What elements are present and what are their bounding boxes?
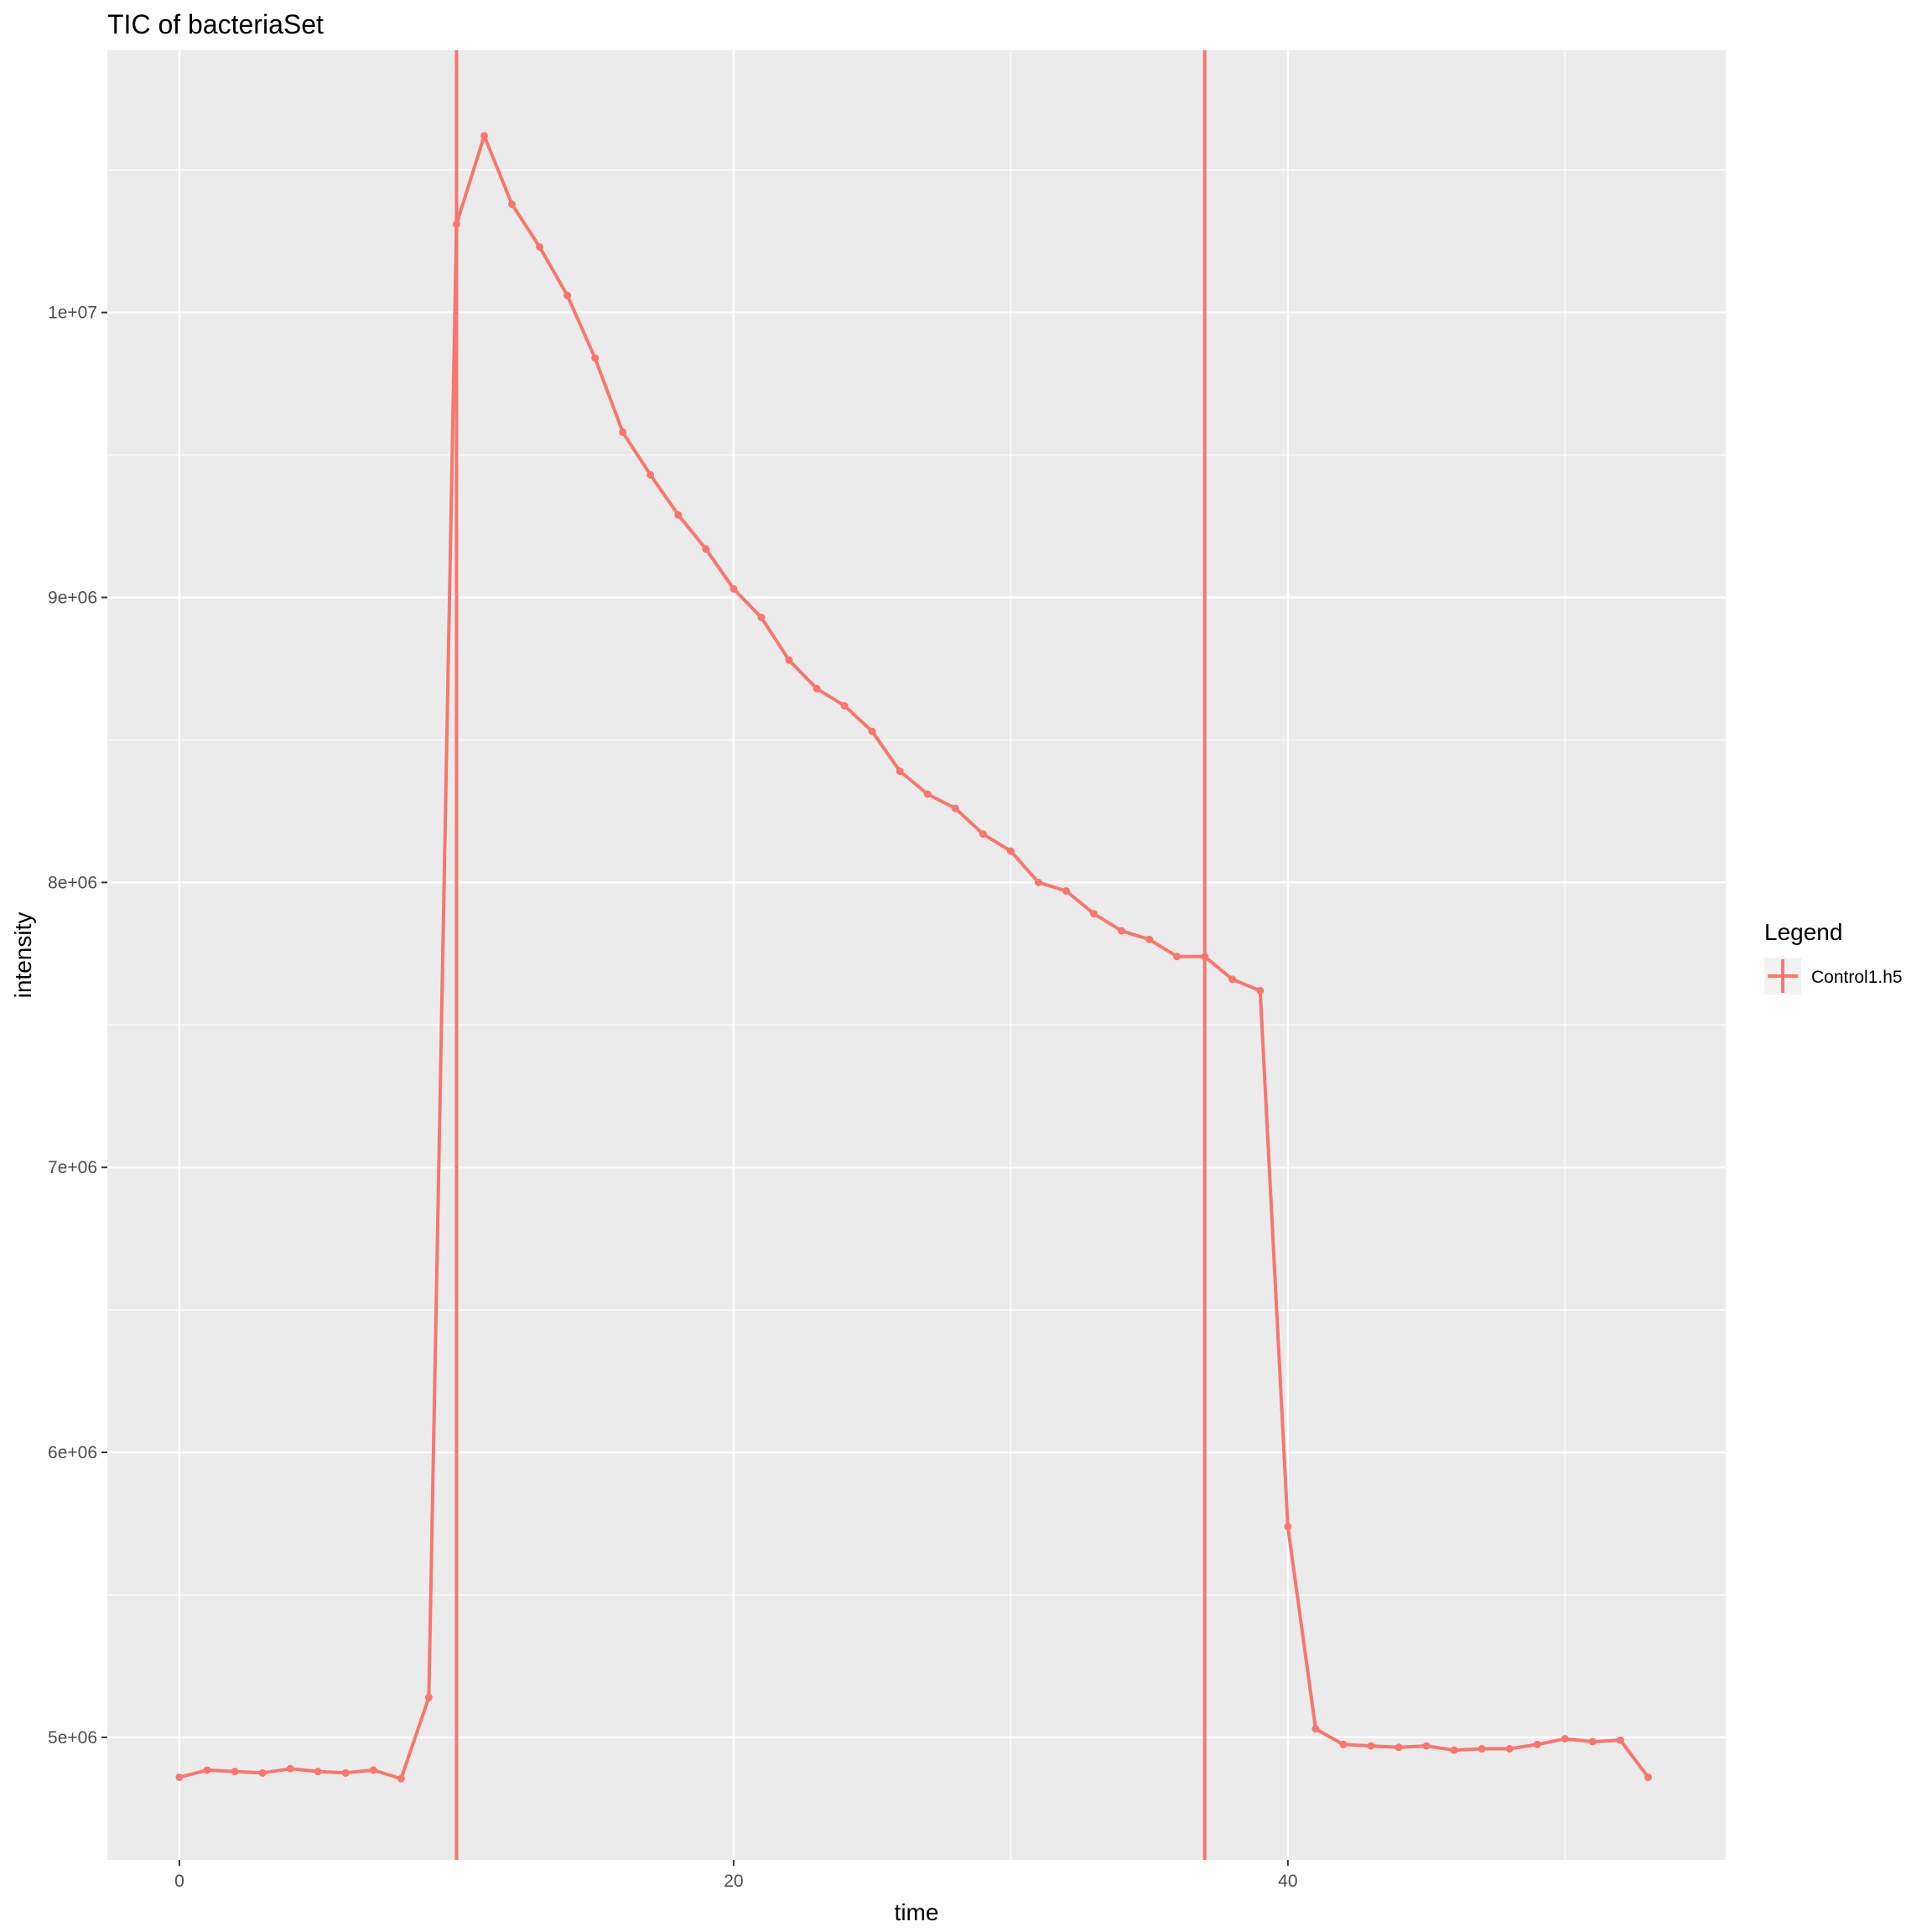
data-point	[1478, 1744, 1486, 1753]
data-point	[1339, 1740, 1348, 1748]
data-point	[314, 1768, 322, 1776]
data-point	[1173, 953, 1182, 961]
data-point	[1367, 1742, 1375, 1750]
y-tick-label: 5e+06	[48, 1728, 97, 1748]
data-point	[286, 1764, 294, 1773]
data-point	[1201, 953, 1209, 961]
plot-panel	[107, 50, 1726, 1860]
series-lines	[179, 134, 1650, 1781]
data-point	[564, 291, 572, 299]
data-point	[702, 545, 710, 553]
data-point	[785, 656, 793, 664]
data-point	[1062, 887, 1070, 896]
legend-label: Control1.h5	[1811, 968, 1903, 987]
data-point	[896, 767, 904, 776]
data-point	[951, 804, 959, 813]
data-point	[1228, 975, 1237, 984]
data-point	[1505, 1744, 1514, 1753]
data-point	[480, 132, 488, 140]
data-point	[619, 428, 627, 436]
series-line	[179, 134, 1650, 1781]
y-axis-ticks: 5e+06 6e+06 7e+06 8e+06 9e+06 1e+07	[48, 304, 107, 1748]
x-tick-label: 0	[174, 1872, 184, 1891]
data-point	[203, 1766, 211, 1774]
y-tick-label: 7e+06	[48, 1158, 97, 1177]
data-point	[369, 1766, 377, 1774]
data-point	[341, 1768, 350, 1777]
data-point	[730, 584, 738, 593]
data-point	[1450, 1746, 1458, 1754]
legend-title: Legend	[1764, 919, 1842, 945]
x-tick-label: 40	[1278, 1872, 1297, 1891]
y-tick-label: 8e+06	[48, 873, 97, 892]
data-point	[868, 727, 876, 735]
data-point	[923, 790, 932, 798]
data-point	[1588, 1737, 1597, 1746]
y-tick-label: 6e+06	[48, 1443, 97, 1462]
series-points	[175, 132, 1652, 1783]
data-point	[1644, 1773, 1652, 1781]
data-point	[674, 511, 683, 519]
data-point	[175, 1773, 184, 1781]
chart-title: TIC of bacteriaSet	[107, 9, 324, 39]
y-tick-label: 1e+07	[48, 304, 97, 323]
data-point	[1145, 935, 1154, 943]
major-gridlines	[107, 50, 1726, 1860]
data-point	[979, 830, 987, 839]
data-point	[536, 242, 544, 251]
data-point	[1090, 910, 1098, 918]
data-point	[424, 1693, 433, 1701]
data-point	[647, 470, 655, 479]
minor-gridlines	[107, 50, 1726, 1860]
data-point	[258, 1768, 267, 1777]
data-point	[1256, 986, 1265, 995]
data-point	[1561, 1735, 1569, 1743]
data-point	[231, 1768, 239, 1776]
y-axis-title: intensity	[10, 912, 36, 999]
data-point	[1034, 878, 1042, 886]
data-point	[1616, 1736, 1624, 1744]
legend-key	[1764, 958, 1801, 995]
y-tick-label: 9e+06	[48, 588, 97, 607]
data-point	[1533, 1740, 1541, 1748]
x-axis-title: time	[895, 1899, 939, 1925]
data-point	[1006, 847, 1015, 855]
x-axis-ticks: 0 20 40	[174, 1860, 1298, 1891]
data-point	[757, 613, 766, 621]
data-point	[1118, 927, 1126, 935]
data-point	[840, 702, 849, 710]
x-tick-label: 20	[724, 1872, 743, 1891]
data-point	[813, 684, 821, 693]
data-point	[591, 354, 600, 362]
data-point	[1422, 1742, 1431, 1750]
data-point	[452, 220, 460, 228]
data-point	[397, 1774, 405, 1783]
data-point	[1311, 1725, 1320, 1733]
data-point	[508, 200, 516, 209]
data-point	[1284, 1522, 1292, 1530]
legend: Legend Control1.h5	[1764, 919, 1903, 995]
data-point	[1394, 1743, 1403, 1752]
